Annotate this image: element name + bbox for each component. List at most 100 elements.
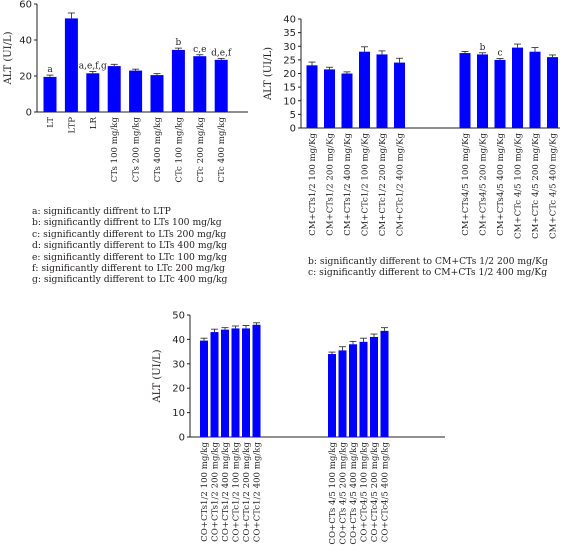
chart2-bar bbox=[341, 73, 353, 128]
chart3-bar bbox=[242, 328, 250, 437]
chart2-y-tick-label: 40 bbox=[283, 15, 296, 26]
chart2-bar bbox=[359, 51, 370, 129]
chart2-y-tick-label: 35 bbox=[283, 28, 296, 39]
chart1-category-label: CTs 400 mg/kg bbox=[153, 117, 163, 183]
chart2-y-tick-label: 15 bbox=[283, 83, 296, 94]
chart3-bar bbox=[370, 336, 378, 437]
chart1-category-label: LTP bbox=[67, 117, 77, 134]
chart3-category-label: CO+CTc1/2 100 mg/kg bbox=[232, 442, 242, 543]
chart3-y-tick-label: 10 bbox=[172, 408, 185, 419]
chart2-category-label: CM+CTc 4/5 400 mg/Kg bbox=[549, 133, 559, 239]
chart2-category-label: CM+CTc1/2 200 mg/Kg bbox=[378, 133, 388, 237]
chart1-bar bbox=[193, 56, 207, 112]
chart1-y-axis-label: ALT (UI/L) bbox=[3, 31, 14, 85]
chart3-category-label: CO+CTs 4/5 100 mg/kg bbox=[328, 442, 338, 545]
chart2-bar bbox=[459, 53, 471, 128]
chart1-footnote: a: significantly diffrent to LTP bbox=[32, 206, 171, 217]
chart2-category-label: CM+CTs4/5 100 mg/Kg bbox=[461, 133, 471, 236]
chart1-bar bbox=[86, 73, 100, 112]
chart3-bar bbox=[210, 332, 219, 437]
chart2-y-tick-label: 30 bbox=[283, 42, 296, 53]
chart3-category-label: CO+CTc1/2 400 mg/kg bbox=[253, 442, 263, 543]
chart1-significance-label: a bbox=[47, 65, 53, 75]
chart2-bar bbox=[547, 57, 558, 128]
chart2-category-label: CM+CTc 4/5 200 mg/Kg bbox=[531, 133, 541, 239]
chart2-group bbox=[298, 18, 560, 129]
chart1-y-tick-label: 20 bbox=[19, 72, 32, 83]
chart3-category-label: CO+CTc4/5 400 mg/kg bbox=[381, 442, 391, 543]
chart2-category-label: CM+CTc 4/5 100 mg/Kg bbox=[514, 133, 524, 239]
chart1-y-tick-label: 0 bbox=[26, 108, 32, 119]
chart2-category-label: CM+CTs4/5 200 mg/Kg bbox=[479, 133, 489, 236]
chart2-category-label: CM+CTc1/2 100 mg/Kg bbox=[361, 133, 371, 237]
chart1-bar bbox=[107, 66, 121, 112]
chart3-bar bbox=[349, 344, 357, 437]
chart2-bar bbox=[376, 54, 388, 128]
chart3-category-label: CO+CTc1/2 200 mg/kg bbox=[242, 442, 252, 543]
chart1-y-tick-label: 40 bbox=[19, 36, 32, 47]
chart3-y-axis-label: ALT (UI/L) bbox=[152, 349, 163, 403]
chart2-bar bbox=[477, 54, 488, 128]
chart1-footnote: e: significantly different to LTc 100 mg… bbox=[32, 251, 227, 263]
chart3-category-label: CO+CTs1/2 200 mg/kg bbox=[211, 442, 221, 542]
chart3-bar bbox=[221, 329, 229, 437]
chart3-bar bbox=[328, 354, 336, 437]
chart1-category-label: CTs 200 mg/kg bbox=[132, 117, 142, 183]
chart1-category-label: CTc 200 mg/kg bbox=[196, 117, 206, 183]
chart3-category-label: CO+CTs1/2 400 mg/kg bbox=[221, 442, 231, 542]
chart3-y-tick-label: 50 bbox=[172, 311, 185, 322]
chart3-category-label: CO+CTs 4/5 400 mg/kg bbox=[349, 442, 359, 545]
chart2-bar bbox=[306, 65, 318, 128]
chart3-category-label: CO+CTc4/5 200 mg/kg bbox=[370, 442, 380, 543]
chart3-bar bbox=[231, 328, 240, 437]
chart1-footnote: f: significantly different to LTc 200 mg… bbox=[32, 263, 225, 275]
chart3-category-label: CO+CTs1/2 100 mg/kg bbox=[200, 442, 210, 542]
chart1-footnote: d: significantly different to LTs 400 mg… bbox=[32, 240, 228, 252]
chart1-bar bbox=[150, 75, 164, 112]
chart3-y-tick-label: 20 bbox=[172, 384, 185, 395]
chart3-y-tick-label: 0 bbox=[179, 433, 185, 444]
chart2-bar bbox=[529, 51, 541, 129]
chart1-bar bbox=[214, 59, 228, 112]
chart2-category-label: CM+CTs1/2 400 mg/Kg bbox=[343, 133, 353, 236]
chart3-y-tick-label: 30 bbox=[172, 359, 185, 370]
chart3-bar bbox=[200, 340, 208, 437]
chart2-y-tick-label: 5 bbox=[290, 110, 296, 121]
chart2-category-label: CM+CTs4/5 400 mg/Kg bbox=[496, 133, 506, 236]
chart2-significance-label: c bbox=[497, 49, 502, 59]
chart1-bar bbox=[64, 18, 78, 112]
chart1-group bbox=[34, 3, 248, 113]
chart2-footnote: b: significantly different to CM+CTs 1/2… bbox=[308, 256, 548, 267]
chart2-y-axis-label: ALT (UI/L) bbox=[263, 47, 274, 101]
chart3-group bbox=[187, 314, 445, 438]
chart3-bar bbox=[338, 350, 347, 437]
chart2-y-tick-label: 20 bbox=[283, 69, 296, 80]
chart1-y-tick-label: 60 bbox=[19, 0, 32, 11]
chart2-footnote: c: significantly different to CM+CTs 1/2… bbox=[308, 267, 548, 279]
chart2-significance-label: b bbox=[480, 43, 486, 53]
chart3-bar bbox=[380, 330, 389, 437]
chart1-category-label: CTs 100 mg/kg bbox=[110, 117, 120, 183]
chart1-category-label: LT bbox=[46, 117, 56, 128]
chart2-bar bbox=[494, 59, 506, 128]
chart2-bar bbox=[324, 69, 335, 128]
chart1-bar bbox=[171, 49, 185, 112]
chart1-footnote: g: significantly different to LTc 400 mg… bbox=[32, 274, 228, 286]
chart3-bar bbox=[252, 324, 261, 437]
chart1-category-label: LR bbox=[89, 116, 99, 129]
chart1-significance-label: b bbox=[176, 38, 182, 48]
chart1-footnote: b: significantly diffrent to LTs 100 mg/… bbox=[32, 217, 222, 229]
chart2-category-label: CM+CTs1/2 200 mg/Kg bbox=[326, 133, 336, 236]
chart1-significance-label: c,e bbox=[193, 45, 206, 55]
chart2-y-tick-label: 10 bbox=[283, 96, 296, 107]
chart1-category-label: CTc 400 mg/kg bbox=[217, 117, 227, 183]
chart1-category-label: CTc 100 mg/kg bbox=[174, 117, 184, 183]
chart1-significance-label: d,e,f bbox=[211, 48, 232, 58]
chart2-bar bbox=[394, 62, 405, 128]
chart3-y-tick-label: 40 bbox=[172, 335, 185, 346]
chart3-bar bbox=[359, 341, 368, 437]
chart1-footnote: c: significantly different to LTs 200 mg… bbox=[32, 228, 227, 240]
chart1-significance-label: a,e,f,g bbox=[79, 62, 107, 72]
chart2-bar bbox=[512, 47, 523, 128]
